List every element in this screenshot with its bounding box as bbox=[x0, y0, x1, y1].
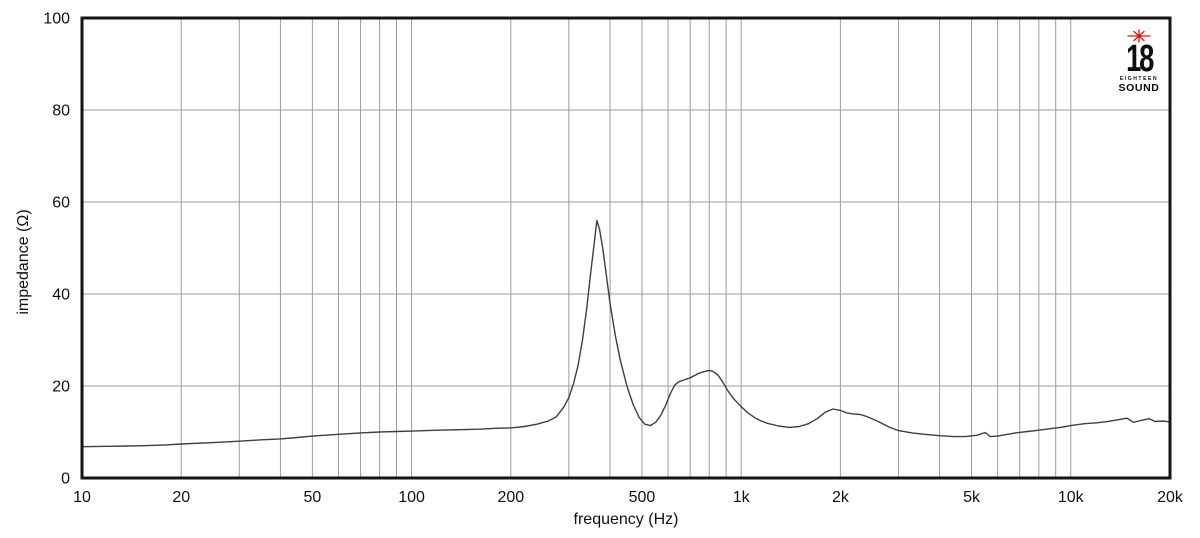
plot-frame bbox=[80, 16, 1172, 480]
impedance-curve bbox=[81, 219, 1171, 448]
y-tick-label: 60 bbox=[52, 195, 70, 212]
x-tick-label: 500 bbox=[629, 489, 656, 506]
x-tick-label: 50 bbox=[303, 489, 321, 506]
logo-number: 18 bbox=[1125, 38, 1154, 80]
x-tick-label: 10k bbox=[1058, 489, 1085, 506]
x-tick-label: 100 bbox=[398, 489, 425, 506]
eighteen-sound-logo: 18 EIGHTEEN SOUND bbox=[1112, 29, 1166, 94]
grid-layer bbox=[82, 18, 1170, 478]
y-tick-label: 100 bbox=[43, 11, 70, 28]
x-axis-title: frequency (Hz) bbox=[574, 511, 679, 528]
y-tick-label: 20 bbox=[52, 379, 70, 396]
y-tick-label: 0 bbox=[61, 471, 70, 488]
x-tick-label: 2k bbox=[832, 489, 850, 506]
x-tick-label: 20 bbox=[172, 489, 190, 506]
curve-layer bbox=[81, 219, 1171, 448]
x-tick-label: 1k bbox=[733, 489, 751, 506]
logo-star-icon bbox=[1127, 29, 1151, 43]
y-tick-label: 40 bbox=[52, 287, 70, 304]
x-tick-label: 20k bbox=[1157, 489, 1184, 506]
x-tick-label: 200 bbox=[497, 489, 524, 506]
x-tick-label: 5k bbox=[963, 489, 981, 506]
logo-name-top: EIGHTEEN bbox=[1119, 76, 1159, 83]
y-tick-label: 80 bbox=[52, 103, 70, 120]
logo-name-bottom: SOUND bbox=[1118, 82, 1160, 95]
tick-labels: 10 20 50 100 200 500 1k 2k 5k 10k 20k 0 20 40 60 80 100 bbox=[43, 11, 1184, 507]
x-tick-label: 10 bbox=[73, 489, 91, 506]
y-axis-title: impedance (Ω) bbox=[15, 209, 32, 314]
